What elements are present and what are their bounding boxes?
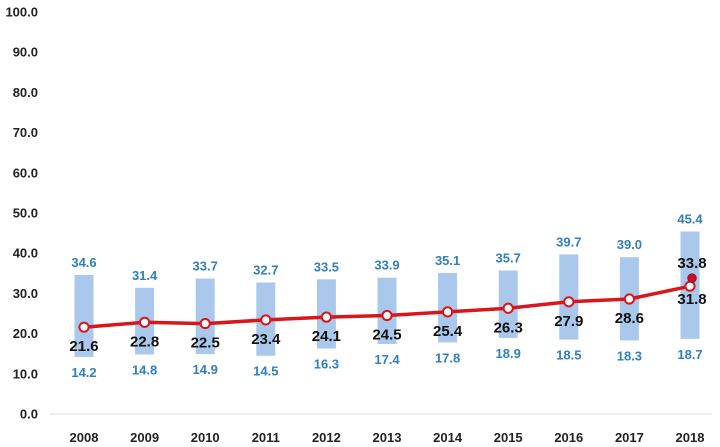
y-tick-label: 0.0 bbox=[20, 407, 38, 422]
range-low-label: 14.9 bbox=[193, 362, 218, 377]
line-value-label: 28.6 bbox=[615, 310, 644, 327]
range-high-label: 33.9 bbox=[374, 258, 399, 273]
line-value-label: 22.8 bbox=[130, 333, 159, 350]
line-point bbox=[381, 309, 393, 322]
range-bar bbox=[74, 274, 94, 357]
range-high-label: 39.7 bbox=[556, 234, 581, 249]
extra-point bbox=[687, 273, 697, 283]
range-low-label: 14.8 bbox=[132, 363, 157, 378]
range-high-label: 45.4 bbox=[677, 211, 703, 226]
range-low-label: 18.5 bbox=[556, 348, 581, 363]
line-point bbox=[260, 314, 272, 326]
range-high-label: 39.0 bbox=[617, 237, 642, 252]
x-tick-label: 2016 bbox=[554, 430, 583, 445]
line-point bbox=[139, 316, 151, 328]
y-tick-label: 40.0 bbox=[13, 246, 38, 261]
range-low-label: 14.2 bbox=[71, 365, 96, 380]
x-tick-label: 2012 bbox=[312, 430, 341, 445]
y-tick-label: 20.0 bbox=[13, 326, 38, 341]
line-point bbox=[563, 296, 575, 308]
line-value-label: 25.4 bbox=[433, 323, 463, 340]
range-high-label: 31.4 bbox=[132, 268, 158, 283]
y-tick-label: 50.0 bbox=[13, 206, 38, 221]
y-tick-label: 100.0 bbox=[5, 5, 38, 20]
range-low-label: 17.4 bbox=[374, 352, 400, 367]
x-tick-label: 2008 bbox=[70, 430, 99, 445]
range-low-label: 14.5 bbox=[253, 364, 278, 379]
line-value-label: 27.9 bbox=[554, 313, 583, 330]
line-value-label: 23.4 bbox=[251, 331, 281, 348]
line-value-label: 26.3 bbox=[494, 319, 523, 336]
range-high-label: 33.7 bbox=[193, 259, 218, 274]
y-tick-label: 80.0 bbox=[13, 85, 38, 100]
line-value-label: 31.8 bbox=[677, 291, 706, 308]
line-value-label: 22.5 bbox=[191, 335, 220, 352]
line-point bbox=[502, 302, 514, 314]
y-tick-label: 70.0 bbox=[13, 125, 38, 140]
range-high-label: 34.6 bbox=[71, 255, 96, 270]
line-point bbox=[623, 293, 636, 305]
extra-point-label: 33.8 bbox=[677, 255, 706, 272]
x-tick-label: 2015 bbox=[494, 430, 523, 445]
x-tick-label: 2010 bbox=[191, 430, 220, 445]
x-tick-label: 2013 bbox=[373, 430, 402, 445]
line-point bbox=[320, 311, 332, 323]
range-high-label: 33.5 bbox=[314, 259, 339, 274]
y-tick-label: 90.0 bbox=[13, 45, 38, 60]
y-tick-label: 60.0 bbox=[13, 165, 38, 180]
range-high-label: 35.7 bbox=[496, 250, 521, 265]
x-tick-label: 2014 bbox=[433, 430, 463, 445]
line-value-label: 24.5 bbox=[372, 327, 401, 344]
range-high-label: 35.1 bbox=[435, 253, 460, 268]
range-low-label: 16.3 bbox=[314, 356, 339, 371]
y-tick-label: 10.0 bbox=[13, 366, 38, 381]
line-point bbox=[199, 317, 211, 330]
range-bar bbox=[195, 278, 215, 355]
range-low-label: 18.3 bbox=[617, 348, 642, 363]
range-low-label: 17.8 bbox=[435, 350, 460, 365]
line-point bbox=[78, 321, 90, 333]
range-low-label: 18.7 bbox=[677, 347, 702, 362]
x-tick-label: 2009 bbox=[130, 430, 159, 445]
x-tick-label: 2018 bbox=[676, 430, 705, 445]
range-high-label: 32.7 bbox=[253, 263, 278, 278]
line-point bbox=[684, 280, 696, 292]
range-low-label: 18.9 bbox=[496, 346, 521, 361]
line-value-label: 21.6 bbox=[69, 338, 98, 355]
line-point bbox=[442, 306, 454, 318]
line-value-label: 24.1 bbox=[312, 328, 341, 345]
x-tick-label: 2017 bbox=[615, 430, 644, 445]
y-tick-label: 30.0 bbox=[13, 286, 38, 301]
x-tick-label: 2011 bbox=[252, 430, 280, 445]
